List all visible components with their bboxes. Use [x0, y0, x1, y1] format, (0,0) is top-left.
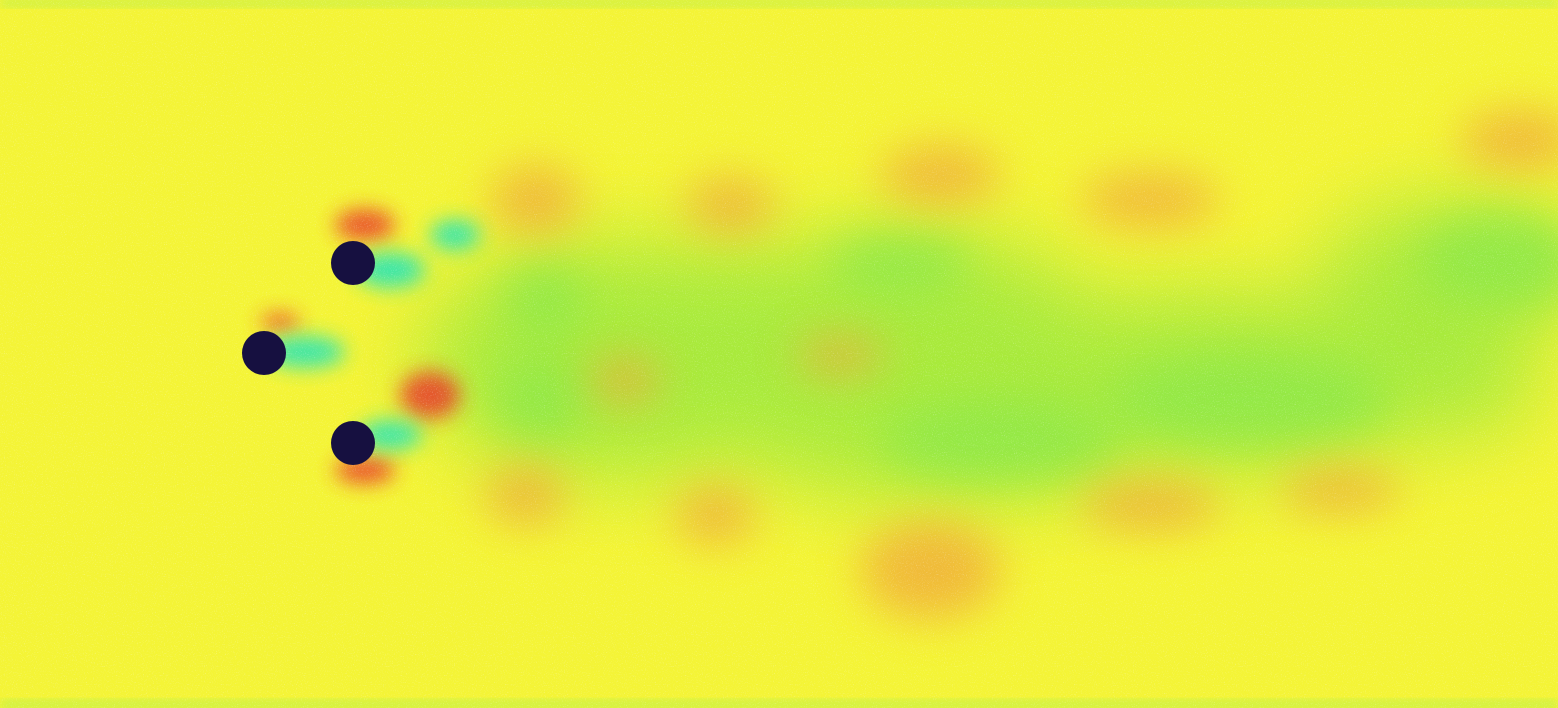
lower-cylinder	[331, 421, 375, 465]
front-cylinder	[242, 331, 286, 375]
upper-cylinder	[331, 241, 375, 285]
